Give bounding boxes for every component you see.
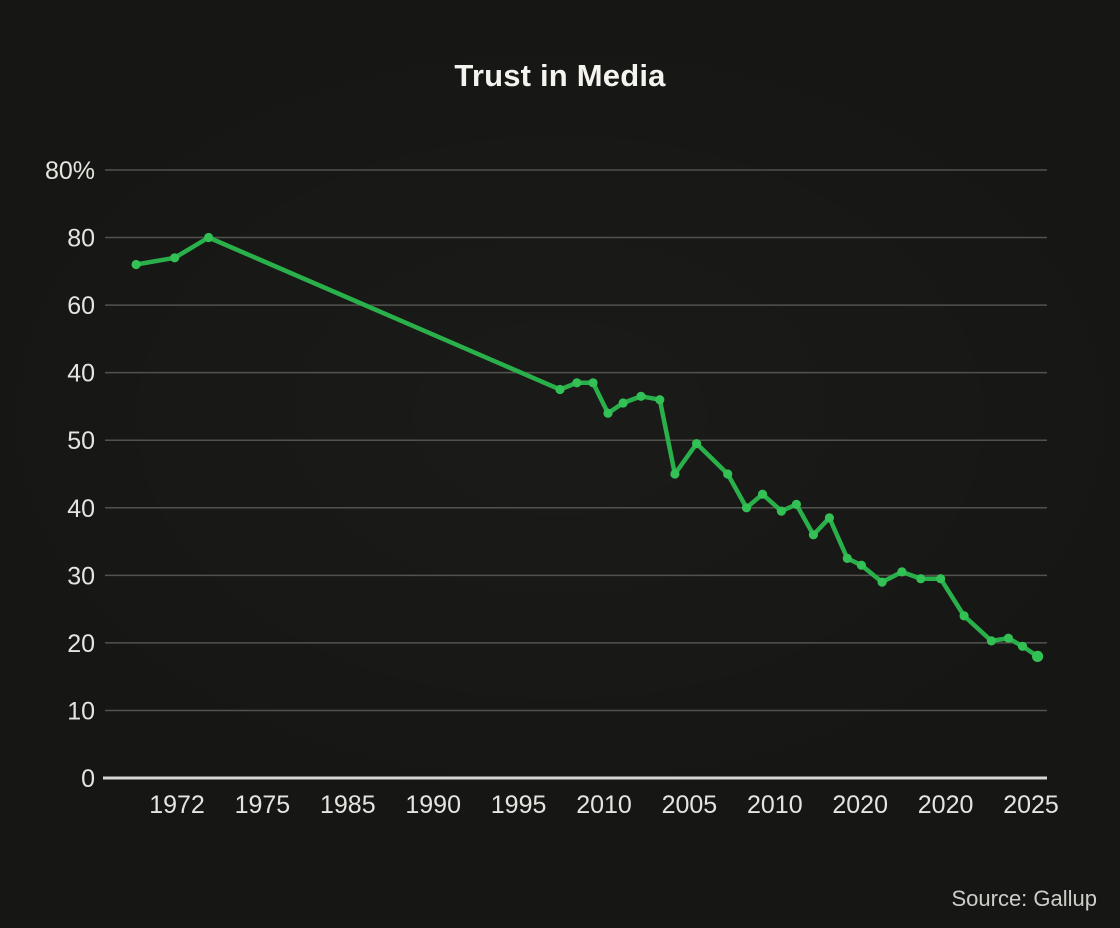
data-point-marker bbox=[131, 259, 141, 270]
data-point-marker bbox=[555, 384, 565, 395]
data-point-marker bbox=[959, 611, 969, 621]
x-tick-label: 2020 bbox=[918, 791, 974, 819]
x-tick-label: 1995 bbox=[491, 791, 547, 819]
y-tick-label: 10 bbox=[67, 697, 95, 725]
data-point-marker bbox=[856, 560, 867, 570]
data-point-marker bbox=[824, 513, 835, 523]
y-tick-label: 30 bbox=[67, 562, 95, 590]
y-tick-label: 40 bbox=[67, 360, 95, 388]
data-point-marker bbox=[757, 489, 768, 499]
x-tick-label: 2020 bbox=[832, 791, 888, 819]
y-tick-label: 40 bbox=[67, 495, 95, 523]
chart-title: Trust in Media bbox=[454, 58, 666, 93]
x-tick-label: 2010 bbox=[747, 791, 803, 819]
data-point-marker bbox=[572, 378, 582, 388]
data-point-marker bbox=[791, 499, 802, 509]
data-point-marker bbox=[1032, 650, 1044, 663]
source-attribution: Source: Gallup bbox=[951, 886, 1097, 911]
data-point-marker bbox=[1017, 641, 1028, 651]
y-tick-label: 20 bbox=[67, 630, 95, 658]
data-point-marker bbox=[723, 469, 733, 479]
data-point-marker bbox=[808, 530, 819, 540]
data-point-marker bbox=[1003, 633, 1014, 643]
data-point-marker bbox=[741, 503, 752, 513]
data-point-marker bbox=[916, 574, 926, 584]
x-tick-label: 1990 bbox=[405, 791, 461, 819]
x-tick-label: 1972 bbox=[149, 791, 205, 819]
data-point-marker bbox=[618, 398, 628, 408]
y-tick-label: 80 bbox=[67, 225, 95, 253]
data-point-marker bbox=[877, 577, 887, 587]
data-point-marker bbox=[204, 232, 214, 243]
data-point-marker bbox=[655, 395, 665, 405]
data-point-marker bbox=[842, 553, 852, 564]
data-point-marker bbox=[588, 378, 598, 388]
x-tick-label: 2010 bbox=[576, 791, 632, 819]
trend-line bbox=[133, 235, 1040, 659]
data-point-marker bbox=[897, 567, 907, 577]
y-tick-label: 80% bbox=[45, 157, 95, 185]
data-point-marker bbox=[670, 469, 680, 479]
y-tick-label: 60 bbox=[67, 292, 95, 320]
data-point-marker bbox=[170, 253, 180, 263]
x-tick-label: 1975 bbox=[235, 791, 291, 819]
data-point-marker bbox=[776, 506, 787, 516]
data-point-marker bbox=[936, 574, 946, 584]
x-tick-label: 2025 bbox=[1003, 791, 1059, 819]
y-tick-label: 0 bbox=[81, 765, 95, 793]
x-tick-label: 2005 bbox=[662, 791, 718, 819]
data-point-marker bbox=[692, 439, 702, 449]
x-tick-label: 1985 bbox=[320, 791, 376, 819]
data-point-marker bbox=[986, 636, 997, 646]
y-tick-label: 50 bbox=[67, 427, 95, 455]
data-point-marker bbox=[636, 391, 646, 401]
data-point-marker bbox=[603, 408, 613, 418]
